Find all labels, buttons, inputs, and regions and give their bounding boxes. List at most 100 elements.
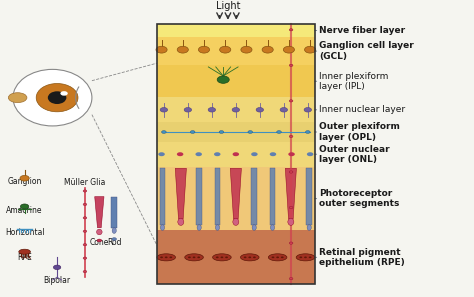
Circle shape [225, 257, 228, 258]
Ellipse shape [252, 225, 256, 230]
Circle shape [192, 257, 195, 258]
Text: Amacrine: Amacrine [6, 206, 43, 215]
Ellipse shape [288, 218, 294, 225]
Circle shape [160, 108, 168, 112]
Circle shape [289, 277, 293, 280]
Circle shape [289, 100, 293, 102]
Circle shape [160, 257, 163, 258]
Circle shape [280, 108, 288, 112]
Ellipse shape [112, 228, 116, 233]
Circle shape [83, 271, 87, 273]
Circle shape [216, 257, 219, 258]
Circle shape [270, 152, 276, 156]
Circle shape [283, 46, 294, 53]
Bar [157, 142, 315, 167]
Circle shape [309, 257, 311, 258]
Circle shape [232, 108, 239, 112]
Ellipse shape [268, 254, 287, 261]
Text: Rod: Rod [107, 238, 121, 247]
Polygon shape [95, 197, 104, 228]
Circle shape [188, 257, 191, 258]
Circle shape [97, 239, 101, 242]
Polygon shape [285, 168, 296, 219]
Bar [157, 97, 315, 122]
Circle shape [208, 108, 216, 112]
Circle shape [60, 91, 68, 96]
Text: Inner plexiform
layer (IPL): Inner plexiform layer (IPL) [315, 72, 389, 91]
Text: Ganglion cell layer
(GCL): Ganglion cell layer (GCL) [315, 41, 414, 61]
Circle shape [158, 152, 165, 156]
Circle shape [262, 46, 273, 53]
Ellipse shape [178, 218, 184, 225]
Ellipse shape [19, 249, 30, 254]
Circle shape [217, 76, 229, 83]
Circle shape [83, 217, 87, 219]
Circle shape [199, 46, 210, 53]
Ellipse shape [9, 93, 27, 102]
Circle shape [219, 131, 224, 133]
Text: Inner nuclear layer: Inner nuclear layer [315, 105, 406, 114]
Circle shape [272, 257, 274, 258]
Circle shape [251, 152, 258, 156]
Circle shape [241, 46, 252, 53]
Bar [196, 168, 202, 225]
Bar [157, 24, 315, 37]
Circle shape [220, 257, 223, 258]
Circle shape [289, 29, 293, 31]
Circle shape [289, 206, 293, 209]
Bar [215, 168, 220, 225]
Bar [157, 122, 315, 142]
Circle shape [289, 135, 293, 138]
Bar [157, 37, 315, 65]
Bar [306, 168, 312, 225]
Bar [111, 197, 117, 228]
Ellipse shape [215, 225, 219, 230]
Circle shape [191, 131, 195, 133]
Ellipse shape [307, 225, 311, 230]
Ellipse shape [157, 254, 175, 261]
Circle shape [83, 190, 87, 192]
Circle shape [54, 265, 61, 270]
Circle shape [244, 257, 246, 258]
Circle shape [248, 131, 253, 133]
Circle shape [112, 238, 117, 241]
Bar [157, 230, 315, 284]
Circle shape [281, 257, 283, 258]
Circle shape [156, 46, 167, 53]
Circle shape [289, 242, 293, 244]
Circle shape [177, 152, 183, 156]
Text: Horizontal: Horizontal [5, 228, 45, 237]
Bar [160, 168, 165, 225]
Text: RPE: RPE [17, 253, 32, 262]
Circle shape [177, 46, 188, 53]
Ellipse shape [13, 69, 92, 126]
Ellipse shape [213, 254, 231, 261]
Circle shape [20, 204, 29, 209]
Text: Photoreceptor
outer segments: Photoreceptor outer segments [315, 189, 400, 208]
Circle shape [169, 257, 172, 258]
Circle shape [83, 203, 87, 206]
Circle shape [300, 257, 302, 258]
Circle shape [256, 108, 264, 112]
Text: Nerve fiber layer: Nerve fiber layer [315, 26, 406, 35]
Circle shape [165, 257, 168, 258]
Circle shape [83, 244, 87, 246]
Ellipse shape [271, 225, 274, 230]
Circle shape [214, 152, 220, 156]
Ellipse shape [197, 225, 201, 230]
Ellipse shape [185, 254, 203, 261]
Circle shape [233, 152, 239, 156]
Circle shape [304, 257, 307, 258]
Text: Cone: Cone [90, 238, 109, 247]
Ellipse shape [296, 254, 315, 261]
Ellipse shape [240, 254, 259, 261]
Text: Müller Glia: Müller Glia [64, 178, 106, 187]
Circle shape [248, 257, 251, 258]
Circle shape [289, 171, 293, 173]
Circle shape [20, 176, 29, 181]
Text: Outer plexiform
layer (OPL): Outer plexiform layer (OPL) [315, 122, 400, 142]
Circle shape [304, 108, 311, 112]
Bar [251, 168, 257, 225]
Ellipse shape [48, 91, 66, 104]
Circle shape [162, 131, 166, 133]
